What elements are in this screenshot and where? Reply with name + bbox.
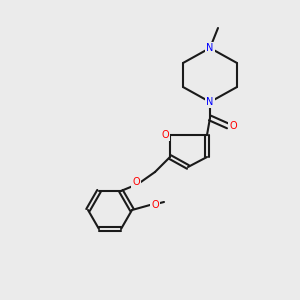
Text: O: O bbox=[229, 121, 237, 131]
Text: O: O bbox=[132, 177, 140, 187]
Text: O: O bbox=[161, 130, 169, 140]
Text: O: O bbox=[151, 200, 159, 210]
Text: N: N bbox=[206, 43, 214, 53]
Text: N: N bbox=[206, 97, 214, 107]
